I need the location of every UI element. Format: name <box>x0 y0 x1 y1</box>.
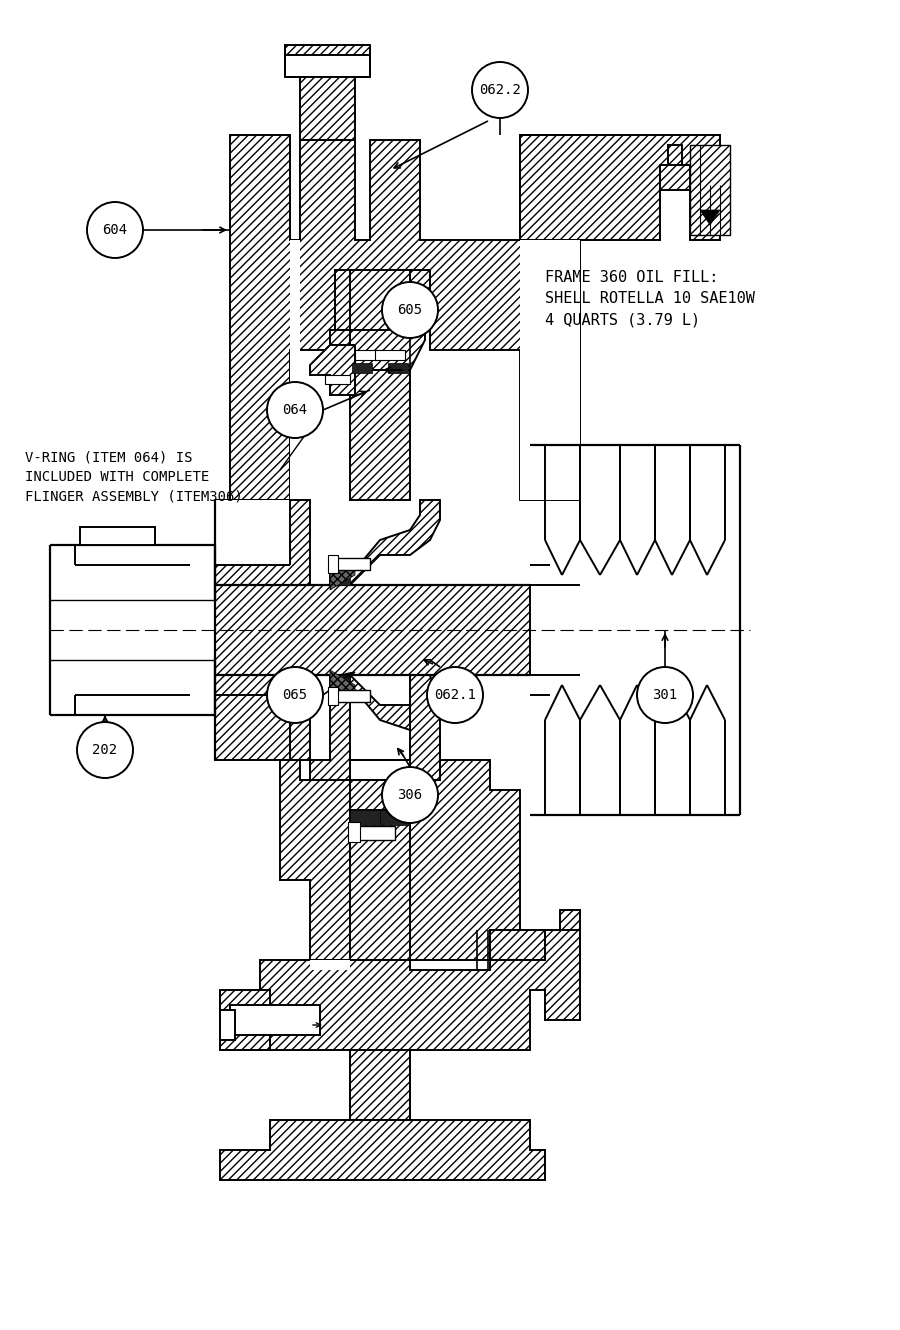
Text: V-RING (ITEM 064) IS
INCLUDED WITH COMPLETE
FLINGER ASSEMBLY (ITEM306): V-RING (ITEM 064) IS INCLUDED WITH COMPL… <box>25 450 243 503</box>
Polygon shape <box>335 270 350 330</box>
Circle shape <box>382 767 438 823</box>
Polygon shape <box>280 759 350 960</box>
Bar <box>355 350 385 360</box>
Polygon shape <box>330 330 350 344</box>
Polygon shape <box>700 210 720 225</box>
Polygon shape <box>388 363 408 372</box>
Text: 062.2: 062.2 <box>479 82 521 97</box>
Circle shape <box>267 382 323 438</box>
Polygon shape <box>220 990 270 1049</box>
Polygon shape <box>330 500 440 585</box>
Polygon shape <box>350 810 380 825</box>
Bar <box>328 688 338 705</box>
Text: 065: 065 <box>283 688 308 702</box>
Text: 605: 605 <box>398 303 423 317</box>
Bar <box>355 826 395 841</box>
Bar <box>375 350 405 360</box>
Circle shape <box>267 668 323 724</box>
Polygon shape <box>330 670 355 696</box>
Polygon shape <box>260 930 580 1120</box>
Bar <box>285 55 370 77</box>
Polygon shape <box>350 779 410 810</box>
Polygon shape <box>215 500 290 565</box>
Circle shape <box>472 63 528 118</box>
Polygon shape <box>260 960 350 970</box>
Polygon shape <box>230 136 580 500</box>
Circle shape <box>87 202 143 258</box>
Polygon shape <box>660 165 690 190</box>
Circle shape <box>77 722 133 778</box>
Polygon shape <box>220 1009 235 1040</box>
Polygon shape <box>520 239 580 500</box>
Bar <box>350 759 410 779</box>
Bar <box>348 822 360 842</box>
Polygon shape <box>410 759 520 960</box>
Bar <box>328 555 338 573</box>
Polygon shape <box>350 330 410 370</box>
Polygon shape <box>310 344 355 395</box>
Polygon shape <box>350 330 425 370</box>
Polygon shape <box>300 77 355 140</box>
Polygon shape <box>350 1049 410 1120</box>
Bar <box>325 375 350 384</box>
Bar <box>335 690 370 702</box>
Text: FRAME 360 OIL FILL:
SHELL ROTELLA 10 SAE10W
4 QUARTS (3.79 L): FRAME 360 OIL FILL: SHELL ROTELLA 10 SAE… <box>545 270 755 327</box>
Text: 202: 202 <box>93 743 118 757</box>
Polygon shape <box>490 910 580 970</box>
Text: 301: 301 <box>652 688 678 702</box>
Polygon shape <box>410 270 430 330</box>
Polygon shape <box>380 810 410 825</box>
Polygon shape <box>350 759 410 960</box>
Polygon shape <box>330 676 440 759</box>
Polygon shape <box>215 500 530 759</box>
Polygon shape <box>285 45 370 55</box>
Polygon shape <box>330 676 350 688</box>
Polygon shape <box>690 145 730 235</box>
Text: 062.1: 062.1 <box>434 688 476 702</box>
Text: 306: 306 <box>398 787 423 802</box>
Polygon shape <box>330 565 355 591</box>
Bar <box>230 1005 320 1035</box>
Bar <box>80 527 155 545</box>
Polygon shape <box>350 370 410 500</box>
Polygon shape <box>220 1120 545 1180</box>
Polygon shape <box>290 239 300 500</box>
Polygon shape <box>310 676 440 779</box>
Text: 604: 604 <box>103 223 128 237</box>
Text: 064: 064 <box>283 403 308 418</box>
Bar <box>335 559 370 571</box>
Circle shape <box>637 668 693 724</box>
Polygon shape <box>330 572 350 585</box>
Bar <box>668 145 682 165</box>
Polygon shape <box>350 270 410 370</box>
Circle shape <box>427 668 483 724</box>
Polygon shape <box>352 363 372 372</box>
Polygon shape <box>520 136 720 239</box>
Circle shape <box>382 282 438 338</box>
